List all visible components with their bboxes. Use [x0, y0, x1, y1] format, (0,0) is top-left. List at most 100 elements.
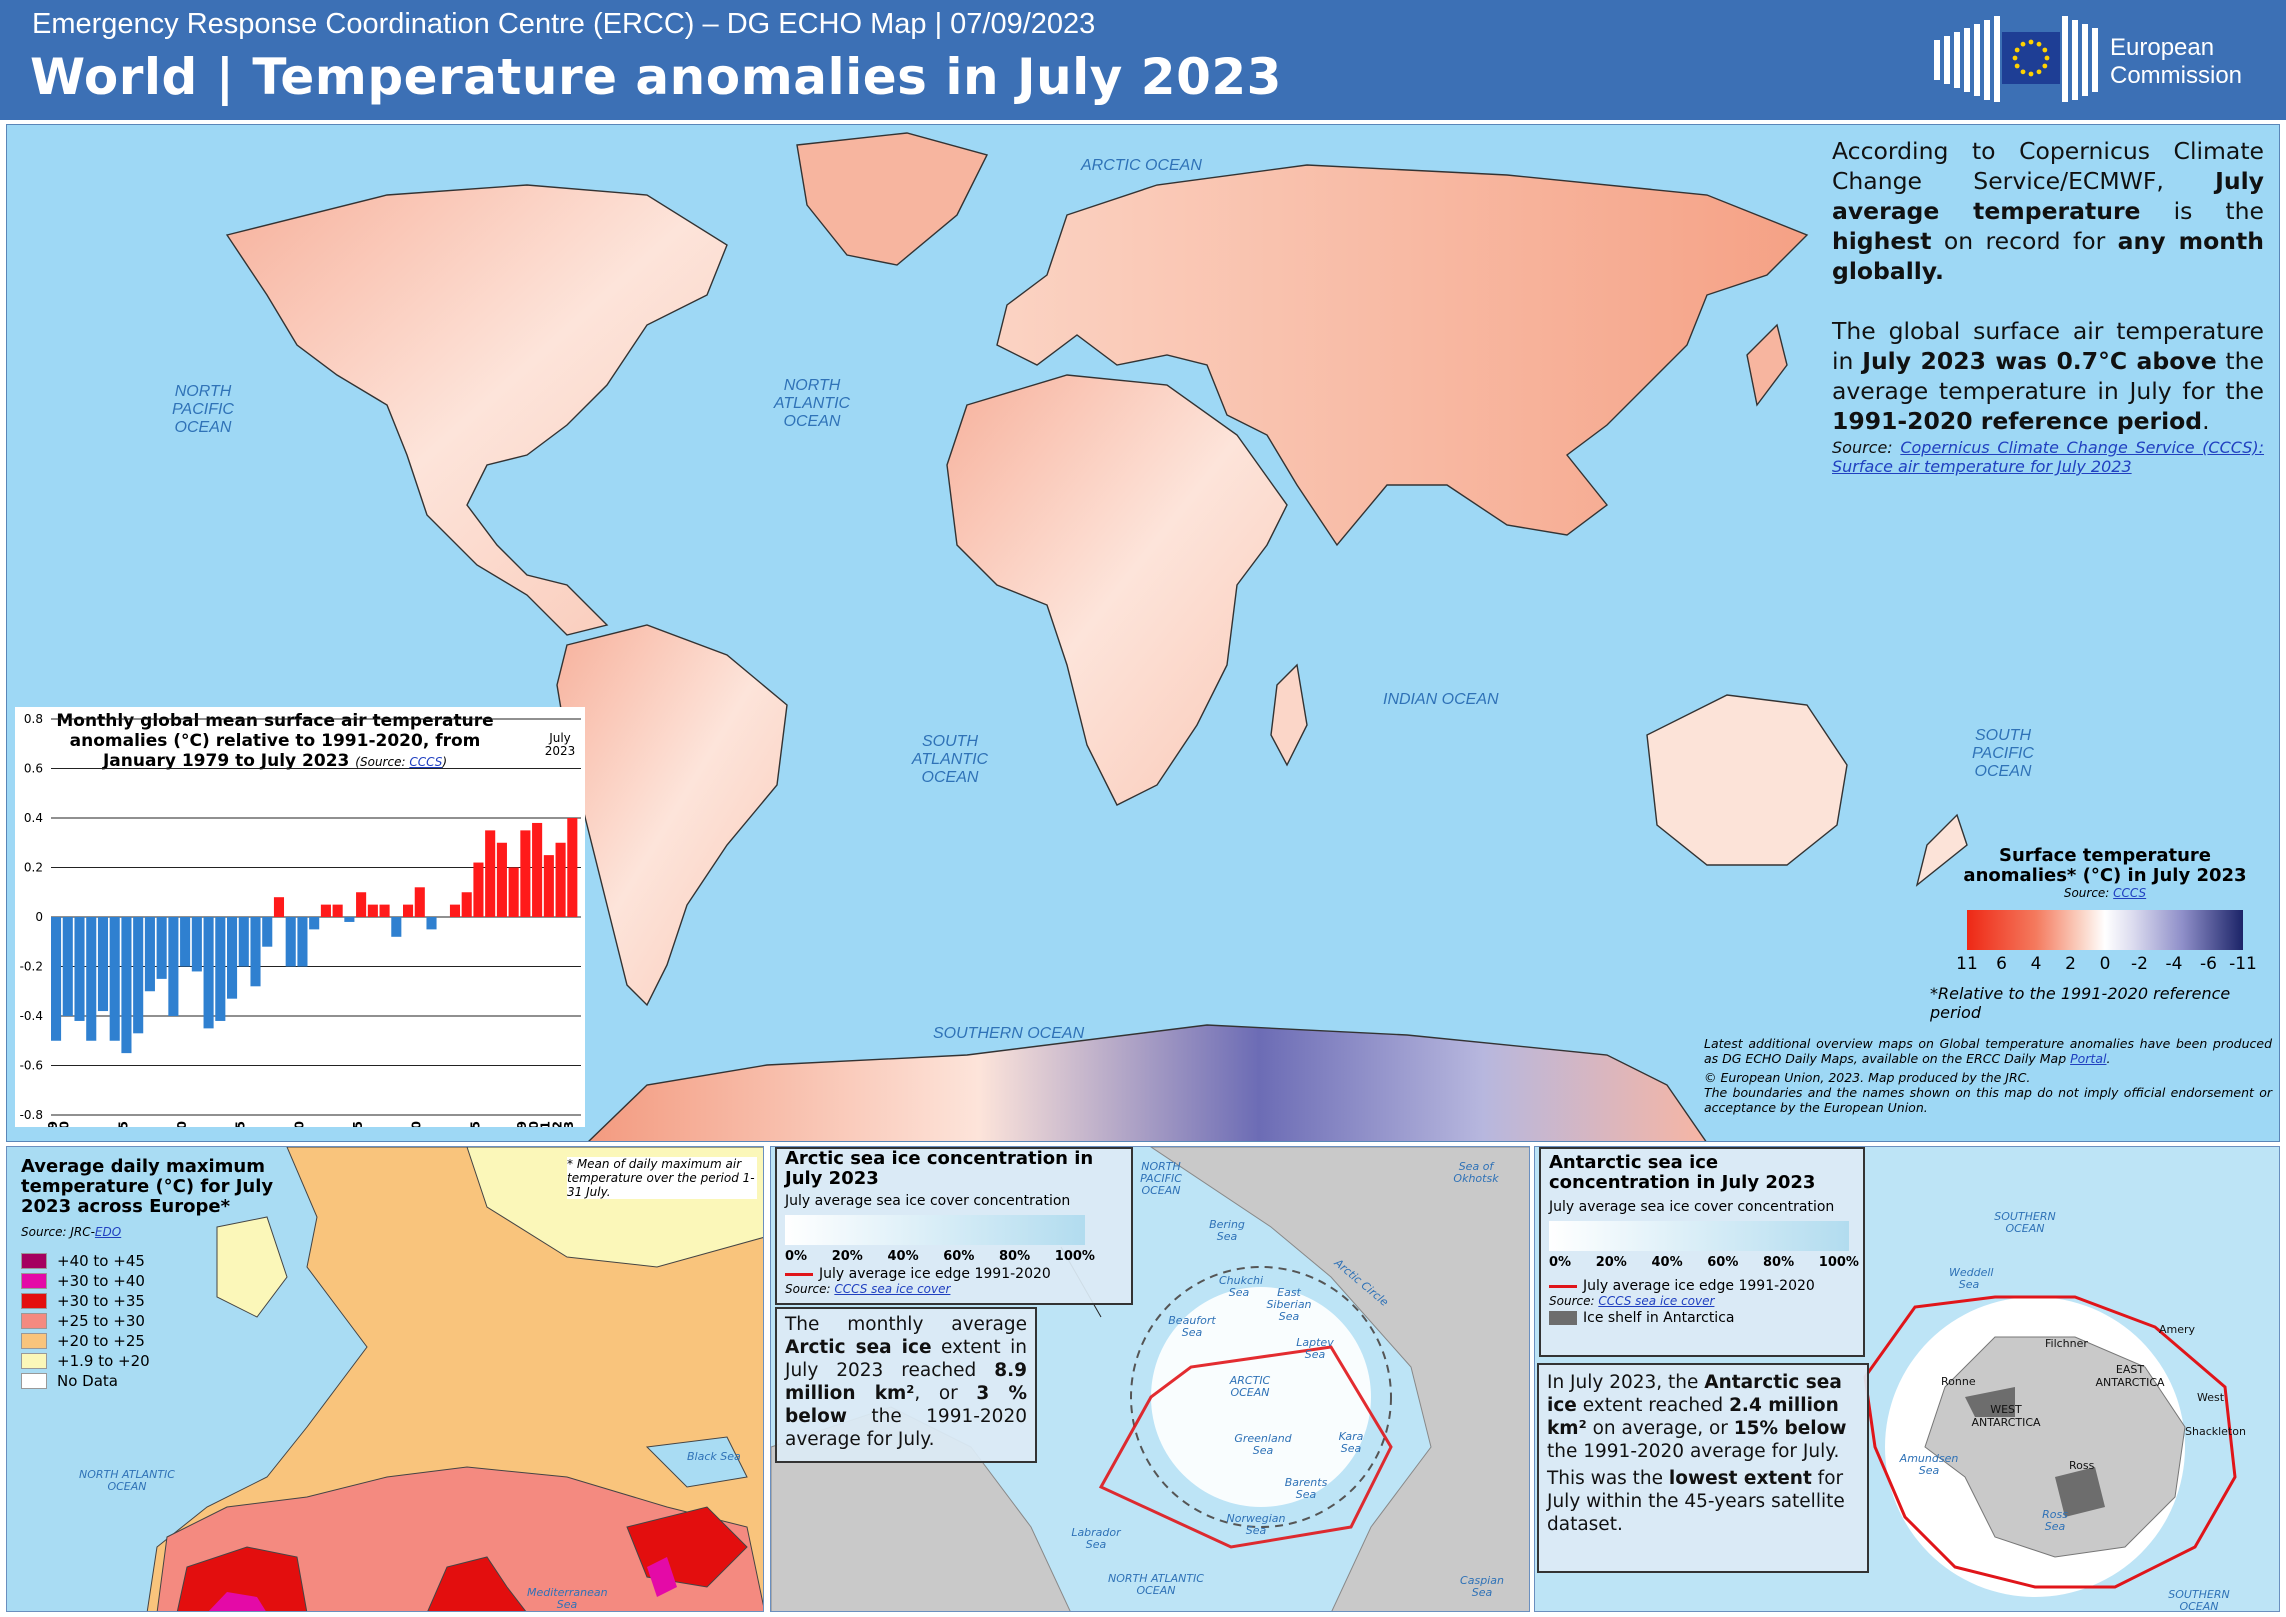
europe-legend-item: +20 to +25 [21, 1331, 150, 1351]
temperature-legend: Surface temperature anomalies* (°C) in J… [1940, 846, 2270, 976]
chart-x-tick: 2010 [410, 1121, 424, 1127]
ice-tick: 0% [1549, 1255, 1572, 1270]
chart-y-tick: -0.8 [20, 1108, 43, 1122]
chart-y-tick: 0.6 [24, 762, 43, 776]
chart-bar [473, 862, 484, 917]
legend-ticks: 11 6 4 2 0 -2 -4 -6 -11 [1940, 954, 2270, 976]
arctic-source-link[interactable]: CCCS sea ice cover [834, 1282, 951, 1296]
chart-bar [121, 917, 132, 1054]
europe-note: * Mean of daily maximum air temperature … [567, 1157, 757, 1199]
chart-bar [262, 917, 273, 947]
chart-bar [97, 917, 109, 1012]
chart-bar [356, 892, 367, 917]
europe-legend-item: +1.9 to +20 [21, 1351, 150, 1371]
chart-bar [144, 917, 155, 992]
chart-x-tick: 1980 [58, 1121, 72, 1127]
disclaimer-line-3: The boundaries and the names shown on th… [1704, 1085, 2272, 1115]
eu-star-icon [2012, 55, 2018, 61]
chart-bar [555, 842, 566, 917]
info-source-link[interactable]: Copernicus Climate Change Service (CCCS)… [1832, 438, 2265, 476]
chart-bar [273, 897, 285, 917]
chart-bar [532, 822, 543, 917]
chart-bar [62, 917, 73, 1016]
legend-tick: 6 [1996, 954, 2007, 974]
chart-source: (Source: CCCS) [355, 755, 447, 769]
antarctic-label-ronne: Ronne [1941, 1375, 1976, 1388]
chart-bar [426, 917, 437, 930]
antarctic-source: Source: CCCS sea ice cover [1549, 1294, 1715, 1308]
europe-legend-item: +30 to +40 [21, 1271, 150, 1291]
europe-title: Average daily maximum temperature (°C) f… [21, 1156, 274, 1217]
ice-tick: 60% [1707, 1255, 1739, 1270]
arctic-label-okhotsk: Sea of Okhotsk [1453, 1160, 1499, 1185]
chart-y-tick: 0 [35, 910, 43, 924]
eu-star-icon [2036, 41, 2042, 47]
antarctic-edge-legend: July average ice edge 1991-2020 [1549, 1278, 1855, 1294]
antarctic-title: Antarctic sea ice concentration in July … [1549, 1152, 1816, 1193]
chart-y-tick: -0.4 [20, 1009, 43, 1023]
ice-tick: 80% [999, 1249, 1031, 1264]
eu-star-icon [2036, 69, 2042, 75]
arctic-panel: Arctic sea ice concentration in July 202… [770, 1146, 1530, 1612]
legend-tick: -6 [2200, 954, 2217, 974]
antarctic-shelf-legend: Ice shelf in Antarctica [1549, 1310, 1855, 1326]
ice-tick: 80% [1763, 1255, 1795, 1270]
label-north-pacific-ocean: NORTH PACIFIC OCEAN [172, 383, 234, 436]
info-source: Source: Copernicus Climate Change Servic… [1832, 438, 2265, 476]
antarctic-ice-ticks: 0% 20% 40% 60% 80% 100% [1549, 1255, 1859, 1270]
antarctic-label-ross-shelf: Ross [2069, 1459, 2095, 1472]
arctic-source: Source: CCCS sea ice cover [785, 1282, 951, 1296]
chart-bar [461, 892, 472, 917]
chart-plot: 0.8 0.6 0.4 0.2 0 -0.2 -0.4 -0.6 -0.819791980 198… [20, 712, 581, 1127]
arctic-label-north-atlantic: NORTH ATLANTIC OCEAN [1108, 1572, 1204, 1597]
eu-star-icon [2014, 47, 2020, 53]
chart-bar [309, 917, 320, 930]
ice-tick: 40% [887, 1249, 919, 1264]
portal-link[interactable]: Portal [2070, 1051, 2107, 1066]
arctic-label-east-siberian: East Siberian Sea [1266, 1286, 1312, 1323]
antarctic-source-link[interactable]: CCCS sea ice cover [1598, 1294, 1715, 1308]
disclaimer: Latest additional overview maps on Globa… [1704, 1036, 2272, 1115]
antarctica-shape [588, 1024, 1707, 1141]
label-south-atlantic-ocean: SOUTH ATLANTIC OCEAN [911, 733, 989, 786]
antarctic-label-shackleton: Shackleton [2185, 1425, 2246, 1438]
arctic-label-arctic-ocean: ARCTIC OCEAN [1229, 1374, 1271, 1399]
info-paragraph-1: According to Copernicus Climate Change S… [1832, 137, 2264, 285]
antarctic-label-filchner: Filchner [2045, 1337, 2088, 1350]
antarctic-paragraph-1: In July 2023, the Antarctic sea ice exte… [1547, 1372, 1847, 1462]
arctic-label-labrador: Labrador Sea [1071, 1526, 1121, 1551]
label-south-pacific-ocean: SOUTH PACIFIC OCEAN [1972, 727, 2034, 780]
europe-legend-item: +30 to +35 [21, 1291, 150, 1311]
legend-tick: 11 [1956, 954, 1978, 974]
chart-bar [86, 917, 97, 1041]
chart-source-link[interactable]: CCCS [409, 755, 443, 769]
chart-bar [485, 830, 496, 917]
label-north-atlantic-ocean: NORTH ATLANTIC OCEAN [773, 377, 851, 430]
chart-bar [227, 917, 238, 999]
chart-bar [180, 917, 191, 967]
disclaimer-line-2: © European Union, 2023. Map produced by … [1704, 1070, 2031, 1085]
info-panel: According to Copernicus Climate Change S… [1832, 136, 2264, 476]
europe-panel: Average daily maximum temperature (°C) f… [6, 1146, 764, 1612]
north-america-shape [225, 184, 728, 636]
chart-x-tick: 1990 [175, 1121, 189, 1127]
australia-shape [1646, 694, 1848, 866]
arctic-label-laptev: Laptev Sea [1296, 1336, 1334, 1361]
antarctic-label-east: EAST ANTARCTICA [2095, 1363, 2165, 1389]
chart-x-tick: 1985 [116, 1121, 130, 1127]
antarctic-label-amery: Amery [2159, 1323, 2196, 1336]
ec-logo-text: European Commission [2110, 34, 2243, 89]
arctic-legend-box: Arctic sea ice concentration in July 202… [775, 1147, 1133, 1305]
europe-label-black-sea: Black Sea [687, 1450, 741, 1463]
europe-source-link[interactable]: EDO [94, 1225, 122, 1239]
label-indian-ocean: INDIAN OCEAN [1383, 691, 1499, 708]
chart-bar [297, 917, 308, 967]
antarctic-ice-ramp [1549, 1221, 1849, 1251]
eu-star-icon [2028, 71, 2034, 77]
legend-source-link[interactable]: CCCS [2113, 886, 2147, 900]
arctic-label-chukchi: Chukchi Sea [1219, 1274, 1264, 1299]
chart-bar [215, 917, 226, 1021]
europe-label-north-atlantic: NORTH ATLANTIC OCEAN [79, 1468, 175, 1493]
europe-legend-item: No Data [21, 1371, 150, 1391]
disclaimer-line-1: Latest additional overview maps on Globa… [1704, 1036, 2272, 1066]
